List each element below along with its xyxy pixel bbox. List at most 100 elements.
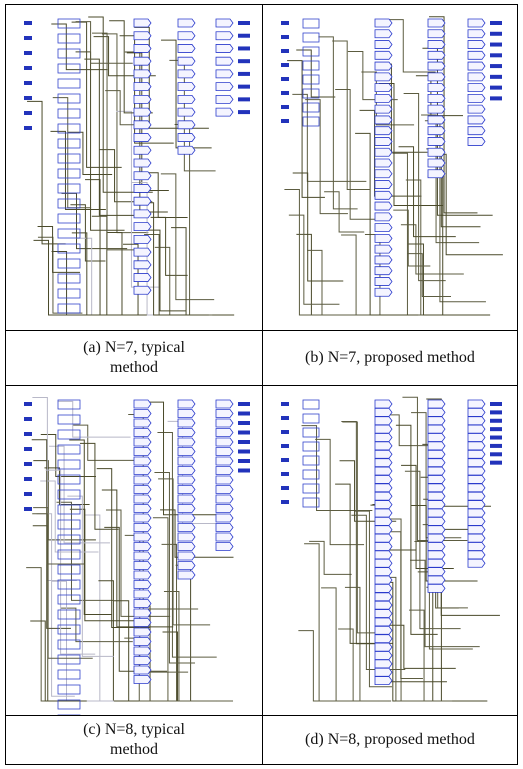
gate [468, 559, 485, 567]
gate [134, 448, 151, 456]
gate [134, 184, 151, 192]
gate [428, 408, 445, 416]
output-pin [238, 459, 250, 463]
output-pin [490, 32, 502, 36]
gate [178, 524, 195, 532]
gate [375, 475, 392, 483]
output-pin [490, 436, 502, 440]
gate [134, 609, 151, 617]
input-pin [24, 66, 32, 70]
gate [216, 524, 233, 532]
gate [216, 495, 233, 503]
wire [309, 541, 352, 574]
input-block [58, 460, 80, 469]
gate [468, 425, 485, 433]
gate [134, 505, 151, 513]
gate [375, 400, 392, 408]
gate [468, 127, 485, 135]
gate [428, 127, 445, 135]
gate [375, 137, 392, 145]
gate [375, 618, 392, 626]
output-pin [490, 402, 502, 406]
gate [428, 484, 445, 492]
input-pin [24, 477, 32, 481]
input-pin [281, 35, 289, 39]
wire [151, 217, 188, 275]
gate [134, 543, 151, 551]
input-block [58, 109, 80, 118]
input-pin [281, 486, 289, 490]
wire [46, 470, 96, 654]
gate [375, 94, 392, 102]
gate [134, 552, 151, 560]
gate [375, 73, 392, 81]
gate [216, 533, 233, 541]
wire [392, 153, 432, 315]
gate [178, 419, 195, 427]
wire [293, 173, 344, 281]
output-pin [490, 43, 502, 47]
input-block [58, 184, 80, 193]
gate [216, 400, 233, 408]
input-block [58, 64, 80, 73]
input-block [58, 685, 80, 694]
wire [163, 632, 205, 701]
gate [134, 172, 151, 180]
input-pin [24, 492, 32, 496]
gate [216, 448, 233, 456]
gate [375, 559, 392, 567]
gate [178, 134, 195, 142]
gate [428, 434, 445, 442]
gate [134, 590, 151, 598]
output-pin [238, 421, 250, 425]
input-block [303, 103, 319, 112]
gate [216, 438, 233, 446]
input-pin [24, 81, 32, 85]
gate [468, 459, 485, 467]
input-pin [281, 500, 289, 504]
output-pin [238, 72, 250, 76]
output-pin [238, 469, 250, 473]
gate [134, 486, 151, 494]
input-block [303, 33, 319, 42]
gate [428, 475, 445, 483]
gate [134, 619, 151, 627]
output-pin [238, 59, 250, 63]
wire [407, 254, 451, 297]
input-block [58, 415, 80, 424]
gate [428, 517, 445, 525]
gate [134, 438, 151, 446]
input-block [58, 625, 80, 634]
input-pin [281, 119, 289, 123]
gate [178, 121, 195, 129]
gate [178, 514, 195, 522]
output-pin [238, 110, 250, 114]
wire [176, 565, 231, 701]
input-pin [281, 63, 289, 67]
gate [375, 245, 392, 253]
gate [428, 84, 445, 92]
gate [178, 562, 195, 570]
gate [375, 127, 392, 135]
gate [134, 638, 151, 646]
gate [375, 116, 392, 124]
gate [375, 643, 392, 651]
wire [143, 173, 187, 218]
input-block [58, 169, 80, 178]
wire [144, 235, 212, 315]
wire [292, 94, 366, 181]
gate [468, 450, 485, 458]
gate [134, 32, 151, 40]
input-block [58, 94, 80, 103]
gate [134, 134, 151, 142]
input-pin [281, 458, 289, 462]
input-pin [24, 96, 32, 100]
gate [375, 677, 392, 685]
gate [468, 105, 485, 113]
wire [72, 233, 140, 315]
wire [50, 131, 105, 209]
gate [428, 73, 445, 81]
input-pin [24, 21, 32, 25]
gate [428, 19, 445, 27]
gate [216, 32, 233, 40]
